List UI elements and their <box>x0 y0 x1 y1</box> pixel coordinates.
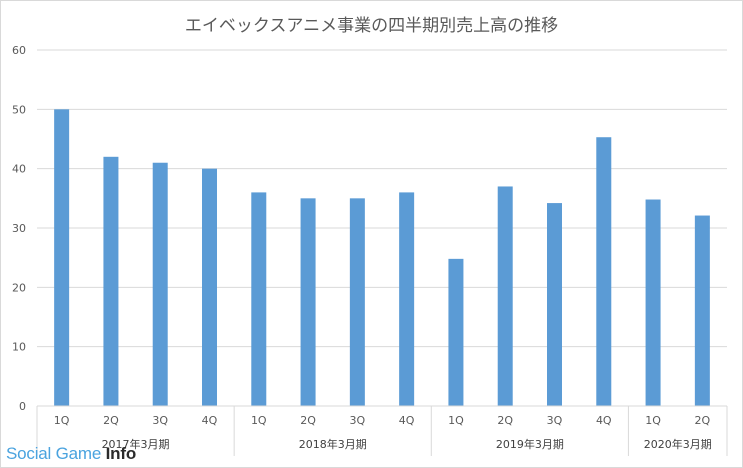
bar <box>399 192 415 406</box>
group-label: 2017年3月期 <box>102 437 170 451</box>
bar <box>497 186 513 406</box>
bar <box>251 192 267 406</box>
group-label: 2018年3月期 <box>299 437 367 451</box>
y-tick-label: 20 <box>12 281 26 294</box>
bar <box>547 203 562 406</box>
bar <box>448 258 464 406</box>
x-tick-label: 2Q <box>695 414 711 427</box>
bar <box>152 162 168 406</box>
x-tick-label: 2Q <box>300 414 316 427</box>
bar <box>54 109 70 406</box>
x-tick-label: 4Q <box>399 414 415 427</box>
bar <box>103 156 119 406</box>
y-tick-label: 10 <box>12 341 26 354</box>
y-tick-label: 40 <box>12 163 26 176</box>
watermark-info: Info <box>105 444 137 463</box>
group-label: 2020年3月期 <box>644 437 712 451</box>
chart-title: エイベックスアニメ事業の四半期別売上高の推移 <box>184 16 559 36</box>
x-tick-label: 1Q <box>448 414 464 427</box>
bar <box>202 168 217 406</box>
watermark-logo: Social Game Info <box>6 444 136 464</box>
x-tick-label: 1Q <box>251 414 267 427</box>
x-tick-label: 3Q <box>350 414 366 427</box>
group-label: 2019年3月期 <box>496 437 564 451</box>
y-tick-label: 50 <box>12 103 26 116</box>
bar <box>349 198 365 406</box>
x-tick-label: 3Q <box>152 414 168 427</box>
bar <box>645 199 661 406</box>
y-tick-label: 0 <box>19 400 26 413</box>
y-tick-label: 60 <box>12 44 26 57</box>
x-tick-label: 2Q <box>103 414 119 427</box>
x-tick-label: 3Q <box>547 414 563 427</box>
x-tick-label: 2Q <box>497 414 513 427</box>
bar <box>596 137 612 406</box>
x-tick-label: 4Q <box>596 414 612 427</box>
x-tick-label: 1Q <box>645 414 661 427</box>
bar <box>694 215 710 406</box>
bar <box>300 198 316 406</box>
x-tick-label: 4Q <box>202 414 218 427</box>
x-tick-label: 1Q <box>54 414 70 427</box>
y-tick-label: 30 <box>12 222 26 235</box>
watermark-social-game: Social Game <box>6 444 106 463</box>
